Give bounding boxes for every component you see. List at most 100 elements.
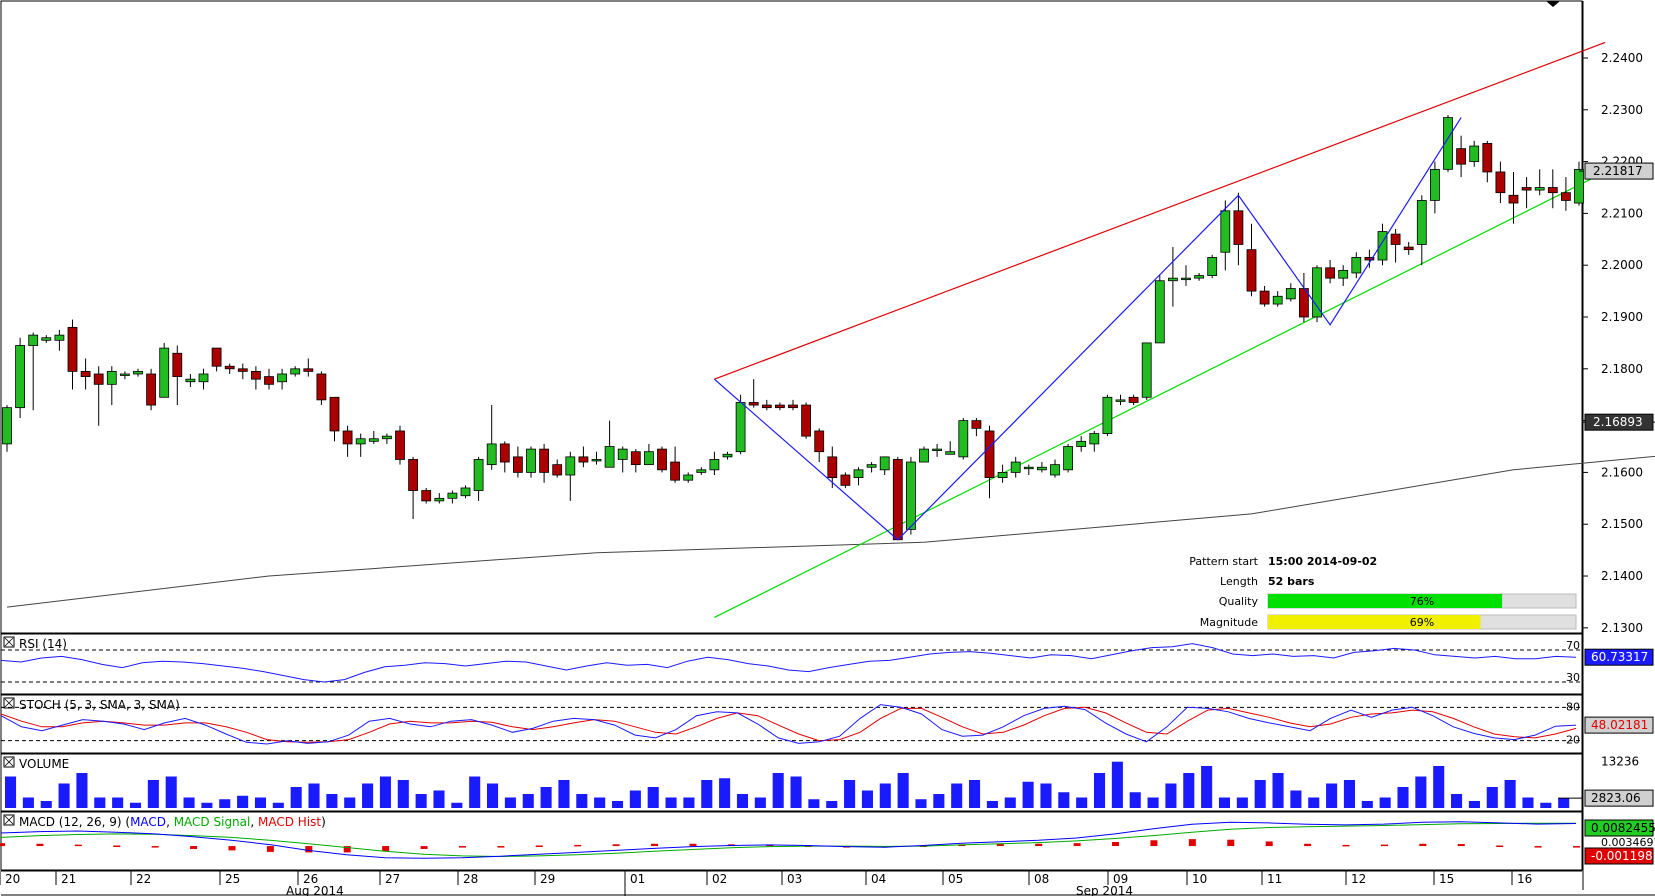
macd-hist-bar	[1534, 846, 1542, 848]
date-label: 11	[1267, 872, 1282, 886]
pattern-start-label: Pattern start	[1189, 555, 1258, 568]
date-label: 09	[1113, 872, 1128, 886]
rsi-panel[interactable]: 70 30 RSI (14) 60.73317	[0, 633, 1654, 695]
volume-bar	[201, 802, 213, 808]
candle	[106, 366, 117, 406]
candle-body-bull	[526, 448, 536, 473]
macd-hist-bar	[343, 846, 351, 853]
macd-hist-bar	[1188, 839, 1196, 847]
macd-last-box	[1584, 819, 1654, 837]
macd-last-label: 0.0082455	[1591, 821, 1655, 835]
candle	[1416, 195, 1427, 266]
volume-bar	[826, 801, 838, 808]
macd-panel[interactable]: MACD (12, 26, 9) (MACD, MACD Signal, MAC…	[0, 811, 1655, 871]
volume-bar	[772, 773, 784, 808]
candle-body-bull	[683, 474, 694, 481]
candle	[1154, 275, 1165, 344]
macd-hist-last-label: -0.001198	[1591, 849, 1653, 863]
volume-bar	[736, 794, 749, 808]
date-label: 21	[61, 872, 76, 886]
volume-bar	[1272, 773, 1284, 808]
candle	[1312, 265, 1322, 323]
candle-body-bear	[1364, 257, 1375, 261]
macd-hist-bar	[535, 845, 543, 847]
candle-body-bull	[1010, 461, 1021, 473]
volume-bar	[665, 797, 677, 808]
stoch-d-line	[0, 706, 1577, 743]
candle	[1390, 228, 1401, 263]
candle	[473, 456, 484, 501]
candle	[395, 425, 405, 465]
stoch-panel[interactable]: 80 20 STOCH (5, 3, SMA, 3, SMA) 48.02181	[0, 694, 1654, 754]
volume-bar	[1343, 780, 1355, 808]
candle	[1456, 135, 1466, 178]
wedge-lower-line	[714, 171, 1606, 618]
candle-body-bear	[67, 326, 78, 372]
volume-bar	[1183, 773, 1195, 808]
macd-hist-bar	[689, 843, 697, 847]
candle-body-bull	[1312, 267, 1322, 318]
stoch-last-label: 48.02181	[1591, 718, 1648, 732]
candle-body-bull	[617, 448, 628, 460]
volume-panel[interactable]: VOLUME 13236 2823.06	[0, 753, 1654, 812]
month-label: Aug 2014	[286, 884, 344, 896]
candle-body-bull	[1220, 210, 1231, 253]
volume-bar	[1522, 797, 1534, 808]
volume-bar	[915, 799, 927, 808]
candle-body-bull	[1377, 231, 1388, 261]
volume-bar	[790, 776, 802, 808]
stoch-level-label: 80	[1566, 700, 1580, 713]
macd-legend-entry: MACD	[130, 815, 166, 829]
last-price-box	[1584, 162, 1654, 180]
candle-body-bear	[421, 490, 432, 502]
candle-body-bull	[460, 487, 471, 497]
candle	[539, 443, 549, 483]
ma-price-box	[1584, 413, 1654, 431]
volume-bar	[897, 773, 909, 808]
candle-body-bull	[997, 472, 1008, 478]
candle	[906, 456, 916, 535]
pattern-info-box: Pattern start 15:00 2014-09-02 Length 52…	[1189, 555, 1577, 630]
volume-tick-label: 13236	[1601, 755, 1639, 769]
volume-bar	[112, 797, 124, 808]
macd-hist-bar	[1112, 842, 1120, 847]
candle	[28, 332, 39, 411]
candle-body-bear	[237, 368, 248, 372]
volume-bar	[1022, 781, 1034, 808]
magnitude-value: 69%	[1410, 616, 1434, 629]
candle-body-bull	[355, 438, 366, 445]
candle	[146, 368, 157, 411]
candle-body-bull	[2, 407, 12, 445]
candle	[1272, 291, 1283, 307]
candle-body-bull	[722, 453, 733, 458]
candle	[604, 420, 615, 468]
candle	[159, 342, 170, 398]
volume-bar	[272, 802, 284, 808]
macd-legend-entry: MACD Signal	[174, 815, 251, 829]
volume-last-box	[1584, 789, 1654, 807]
rsi-level-label: 70	[1566, 639, 1580, 652]
candle	[316, 371, 327, 406]
macd-hist-bar	[151, 846, 159, 848]
candle	[879, 456, 890, 475]
candle-body-bull	[106, 370, 117, 385]
volume-bar	[1504, 780, 1516, 808]
price-tick-label: 2.1500	[1601, 517, 1643, 531]
rsi-frame	[0, 633, 1583, 695]
volume-bar	[844, 780, 856, 808]
date-axis: 20 21 22 25 26 27 28 29 01 02 03 04 05 08 09 10 11 12 15 16…	[0, 870, 1655, 896]
macd-hist-bar	[1342, 844, 1350, 847]
macd-hist-bar	[458, 846, 466, 848]
rsi-close-x-icon	[4, 637, 14, 647]
stoch-level-label: 20	[1566, 734, 1580, 747]
candle-body-bull	[1469, 145, 1480, 162]
candle	[1338, 265, 1349, 286]
stoch-frame	[0, 694, 1583, 754]
macd-hist-bar	[420, 846, 428, 849]
date-label: 08	[1034, 872, 1049, 886]
candle-body-bull	[853, 469, 864, 478]
volume-bar	[1326, 783, 1338, 808]
candle-body-bear	[552, 464, 563, 476]
volume-bar	[94, 797, 106, 808]
